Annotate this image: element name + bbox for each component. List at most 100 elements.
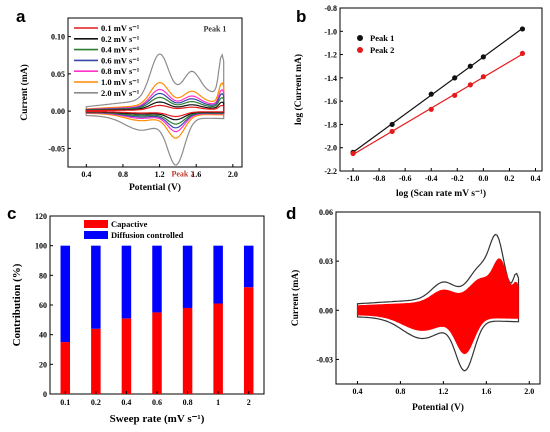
plot-frame-a — [67, 17, 243, 168]
x-tick-label-b: 0.4 — [530, 174, 540, 183]
y-tick-label-c: 120 — [35, 212, 47, 221]
x-tick-label-b: -1.0 — [347, 174, 360, 183]
x-tick-label-b: -0.8 — [373, 174, 386, 183]
legend-marker-b — [357, 35, 363, 41]
y-tick-label-b: -0.8 — [324, 4, 337, 13]
bar-segment — [243, 245, 254, 288]
cv-curve — [85, 104, 225, 118]
bar-segment — [182, 245, 193, 308]
data-point — [350, 150, 356, 157]
x-tick-label-c: 2 — [247, 398, 251, 407]
legend-label-a: 0.1 mV s⁻¹ — [101, 23, 140, 33]
x-tick-label-c: 0.2 — [91, 398, 101, 407]
y-tick-label-b: -1.6 — [324, 97, 337, 106]
data-point — [452, 92, 458, 98]
legend-swatch-c — [84, 231, 108, 239]
legend-label-a: 0.6 mV s⁻¹ — [101, 55, 140, 65]
y-tick-label-b: -2.2 — [324, 167, 337, 176]
legend-label-b: Peak 1 — [370, 33, 394, 43]
bar-segment — [121, 245, 132, 319]
x-tick-label-b: -0.2 — [451, 174, 464, 183]
bar-segment — [243, 287, 254, 394]
x-axis-label-a: Potential (V) — [129, 182, 181, 193]
y-tick-label-c: 80 — [39, 271, 47, 280]
cv-curve — [85, 53, 225, 166]
legend-label-b: Peak 2 — [370, 45, 394, 55]
y-tick-label-c: 20 — [39, 360, 47, 369]
y-axis-label-c: Contribution (%) — [11, 263, 23, 346]
legend-label-c: Capactive — [111, 219, 148, 229]
fit-line — [352, 27, 523, 153]
panel-letter-b: b — [296, 7, 306, 26]
data-point — [428, 106, 434, 112]
x-tick-label-c: 1 — [216, 398, 220, 407]
x-tick-label-a: 2.0 — [228, 170, 238, 179]
bar-segment — [60, 342, 71, 394]
y-tick-label-c: 100 — [35, 242, 47, 251]
data-point — [389, 121, 395, 128]
x-tick-label-c: 0.4 — [121, 398, 131, 407]
peak-annotation: Peak 1 — [204, 24, 227, 33]
panel-letter-d: d — [286, 204, 296, 223]
bar-segment — [213, 303, 223, 394]
data-point — [519, 50, 526, 57]
cv-outline — [356, 233, 520, 372]
cv-curve — [85, 81, 225, 139]
data-point — [519, 26, 526, 32]
y-tick-label-b: -1.4 — [324, 74, 337, 83]
y-tick-label-b: -1.0 — [324, 27, 337, 36]
legend-label-a: 2.0 mV s⁻¹ — [101, 88, 140, 98]
legend-label-a: 0.4 mV s⁻¹ — [101, 45, 140, 55]
legend-label-a: 0.8 mV s⁻¹ — [101, 66, 140, 76]
x-tick-label-d: 1.2 — [438, 387, 448, 396]
capacitive-region — [357, 258, 519, 355]
bar-segment — [152, 245, 162, 313]
x-tick-label-c: 0.8 — [183, 398, 193, 407]
data-point — [480, 54, 486, 60]
x-tick-label-b: 0.0 — [478, 174, 488, 183]
legend-swatch-c — [84, 220, 108, 228]
y-tick-label-a: 0.05 — [51, 70, 65, 79]
bar-segment — [152, 312, 162, 394]
data-point — [428, 91, 434, 97]
fit-line — [352, 53, 523, 156]
x-tick-label-b: -0.4 — [425, 174, 438, 183]
y-tick-label-d: -0.03 — [316, 355, 333, 364]
x-tick-label-b: -0.6 — [399, 174, 412, 183]
panel-letter-a: a — [16, 7, 26, 26]
y-tick-label-c: 60 — [39, 301, 47, 310]
y-tick-label-b: -1.2 — [324, 51, 337, 60]
y-tick-label-d: 0.00 — [319, 306, 333, 315]
y-tick-label-b: -1.8 — [324, 120, 337, 129]
peak-annotation: Peak 2 — [171, 170, 194, 179]
x-tick-label-d: 2.0 — [524, 387, 534, 396]
bar-segment — [213, 245, 223, 304]
plot-frame-b — [339, 7, 543, 172]
y-axis-label-a: Current (mA) — [19, 64, 30, 121]
legend-label-a: 0.2 mV s⁻¹ — [101, 34, 140, 44]
bar-segment — [182, 307, 193, 394]
x-tick-label-d: 0.8 — [395, 387, 405, 396]
y-tick-label-a: 0.10 — [51, 33, 65, 42]
x-tick-label-a: 0.8 — [118, 170, 128, 179]
y-tick-label-d: 0.06 — [319, 208, 333, 217]
y-tick-label-a: -0.05 — [48, 144, 65, 153]
y-tick-label-c: 40 — [39, 331, 47, 340]
y-axis-label-d: Current (mA) — [290, 270, 301, 327]
x-axis-label-d: Potential (V) — [412, 402, 464, 413]
x-tick-label-a: 1.6 — [191, 170, 201, 179]
x-axis-label-c: Sweep rate (mV s⁻¹) — [110, 413, 205, 425]
data-point — [452, 75, 458, 81]
bar-segment — [60, 245, 71, 343]
bar-segment — [121, 318, 132, 394]
x-tick-label-c: 0.1 — [60, 398, 70, 407]
x-tick-label-b: 0.2 — [504, 174, 514, 183]
y-tick-label-a: 0.00 — [51, 107, 65, 116]
y-tick-label-b: -2.0 — [324, 144, 337, 153]
legend-marker-b — [357, 47, 363, 53]
y-axis-label-b: log (Current mA) — [293, 54, 304, 125]
bar-segment — [91, 328, 101, 394]
bar-segment — [91, 245, 101, 329]
x-tick-label-d: 1.6 — [481, 387, 491, 396]
